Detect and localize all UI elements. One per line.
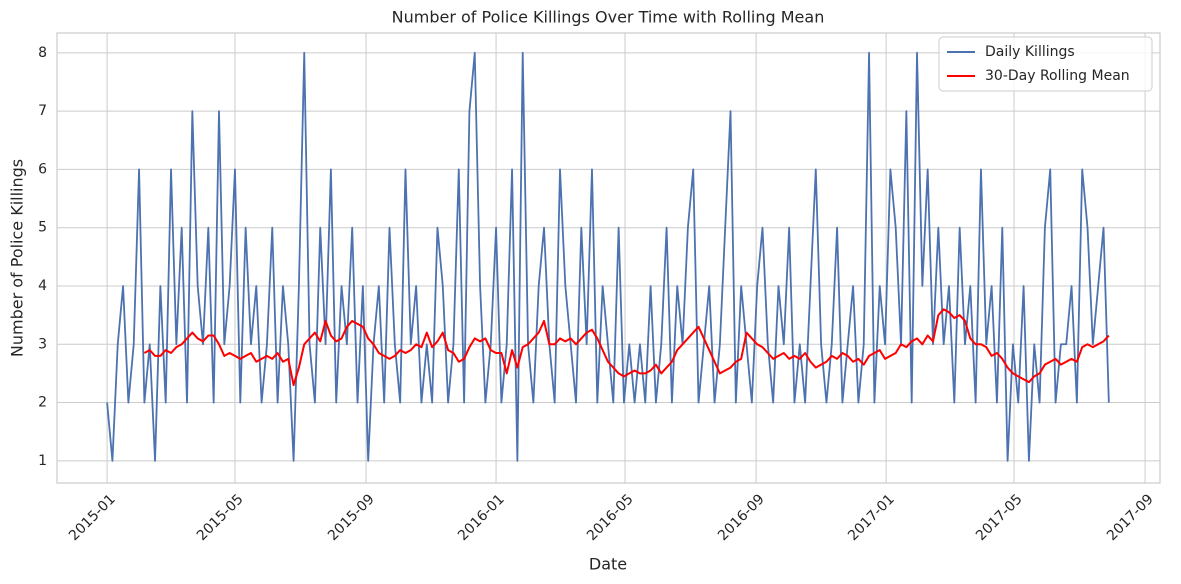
legend-label: Daily Killings (985, 44, 1075, 60)
x-tick-label: 2015-09 (325, 491, 378, 544)
plot-frame (56, 32, 1161, 484)
y-tick-label: 5 (38, 220, 47, 236)
y-axis-label: Number of Police Killings (8, 159, 27, 357)
y-tick-label: 6 (38, 161, 47, 177)
x-tick-label: 2017-09 (1104, 491, 1157, 544)
y-tick-label: 8 (38, 45, 47, 61)
chart-title: Number of Police Killings Over Time with… (392, 8, 825, 27)
y-tick-label: 2 (38, 395, 47, 411)
x-tick-label: 2016-05 (584, 491, 637, 544)
x-axis-label: Date (589, 555, 627, 574)
y-tick-label: 7 (38, 103, 47, 119)
legend-box (938, 36, 1153, 92)
x-tick-label: 2017-01 (845, 491, 898, 544)
legend-label: 30-Day Rolling Mean (985, 68, 1130, 84)
series-line (143, 308, 1110, 387)
y-tick-label: 4 (38, 278, 47, 294)
x-tick-label: 2016-01 (455, 491, 508, 544)
legend: Daily Killings 30-Day Rolling Mean (938, 36, 1153, 92)
x-tick-label: 2015-01 (66, 491, 119, 544)
y-tick-label: 3 (38, 336, 47, 352)
y-tick-label: 1 (38, 453, 47, 469)
series-line (106, 51, 1110, 462)
x-tick-label: 2016-09 (715, 491, 768, 544)
x-tick-label: 2017-05 (973, 491, 1026, 544)
x-tick-label: 2015-05 (194, 491, 247, 544)
